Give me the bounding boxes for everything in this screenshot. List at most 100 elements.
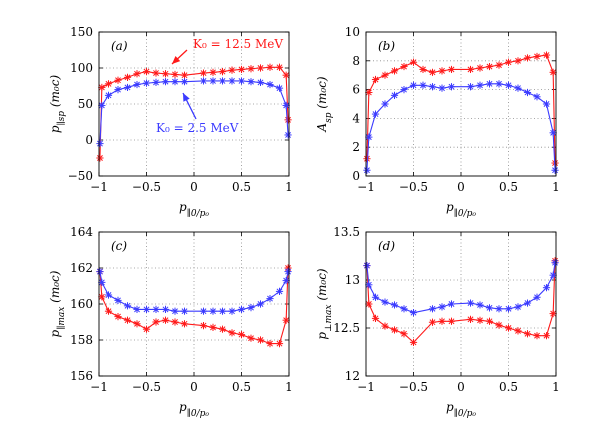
data-point (98, 101, 106, 110)
gridlines (99, 32, 289, 176)
x-tick-label: 1 (285, 380, 293, 394)
data-point (485, 304, 494, 312)
data-point (282, 101, 290, 110)
data-point (180, 320, 189, 328)
data-point (390, 67, 399, 75)
data-point (237, 65, 246, 74)
data-point (171, 78, 179, 86)
data-point (476, 316, 484, 324)
data-point (256, 300, 265, 308)
data-point (237, 305, 246, 313)
data-point (171, 307, 179, 315)
x-tick-label: 0.5 (232, 180, 251, 194)
data-point (114, 76, 122, 84)
data-point (409, 338, 418, 346)
data-point (133, 320, 141, 328)
data-point (96, 268, 104, 276)
x-tick-label: −0.5 (399, 380, 428, 394)
data-point (180, 307, 189, 315)
data-point (275, 63, 284, 71)
data-point (247, 334, 255, 342)
data-point (104, 91, 113, 99)
data-point (409, 58, 418, 66)
data-point (409, 81, 418, 89)
data-point (123, 302, 132, 310)
data-point (476, 64, 484, 72)
y-tick-label: 100 (70, 61, 93, 75)
data-point (390, 301, 399, 309)
data-point (466, 83, 475, 91)
x-tick-label: 0.5 (499, 180, 518, 194)
y-axis-label: p∥sp (m₀c) (48, 75, 67, 134)
x-tick-label: −1 (90, 180, 108, 194)
series-k0-2-5-mev (96, 77, 292, 148)
y-axis-label: p⊥max (m₀c) (315, 268, 334, 340)
data-point (218, 325, 227, 333)
data-point (275, 340, 284, 348)
series-line (99, 66, 289, 159)
data-point (514, 303, 522, 311)
data-point (123, 73, 132, 81)
data-point (363, 166, 371, 174)
data-point (228, 307, 236, 315)
data-point (466, 315, 475, 323)
data-point (114, 86, 122, 94)
annotation-text: K₀ = 2.5 MeV (156, 121, 239, 135)
y-tick-label: −50 (68, 169, 93, 183)
data-point (199, 307, 208, 315)
data-point (514, 327, 522, 335)
x-tick-label: 1 (285, 180, 293, 194)
x-tick-label: 0 (190, 180, 198, 194)
data-point (180, 78, 189, 86)
data-point (247, 304, 255, 312)
data-point (275, 287, 284, 295)
x-tick-label: 1 (552, 380, 560, 394)
x-tick-label: −1 (357, 180, 375, 194)
data-point (549, 310, 557, 318)
data-point (504, 58, 513, 66)
y-tick-label: 10 (345, 25, 360, 39)
data-point (428, 68, 437, 76)
data-point (152, 305, 160, 313)
data-point (96, 140, 104, 148)
data-point (542, 100, 551, 108)
data-point (365, 133, 373, 141)
data-point (365, 281, 373, 289)
data-point (438, 84, 446, 92)
data-point (551, 166, 559, 174)
data-point (400, 330, 408, 338)
data-point (180, 71, 189, 79)
series-k0-12-5-mev (96, 63, 292, 162)
data-point (152, 69, 160, 77)
data-point (142, 79, 151, 87)
data-point (549, 68, 557, 76)
annotation-k0-12-5-mev: K₀ = 12.5 MeV (171, 37, 283, 65)
data-point (495, 321, 503, 329)
data-point (152, 78, 160, 86)
data-point (104, 80, 113, 88)
data-point (256, 78, 265, 86)
data-point (466, 65, 475, 74)
y-tick-label: 13.5 (333, 225, 360, 239)
data-point (282, 316, 290, 324)
data-point (363, 155, 371, 163)
data-point (199, 322, 208, 330)
data-point (409, 309, 418, 317)
data-point (171, 70, 179, 79)
data-point (98, 83, 106, 92)
data-point (485, 80, 494, 88)
data-point (485, 317, 494, 325)
axes-frame (98, 31, 290, 177)
axes-frame (365, 31, 557, 177)
data-point (363, 262, 371, 270)
x-axis-label: p∥0/p₀ (446, 400, 476, 419)
annotation-k0-2-5-mev: K₀ = 2.5 MeV (156, 92, 239, 135)
data-point (447, 65, 456, 74)
data-point (114, 296, 122, 304)
data-point (485, 62, 494, 71)
data-point (428, 83, 437, 91)
data-point (390, 326, 399, 334)
data-point (284, 116, 292, 124)
data-point (438, 303, 446, 311)
y-tick-label: 50 (78, 97, 93, 111)
